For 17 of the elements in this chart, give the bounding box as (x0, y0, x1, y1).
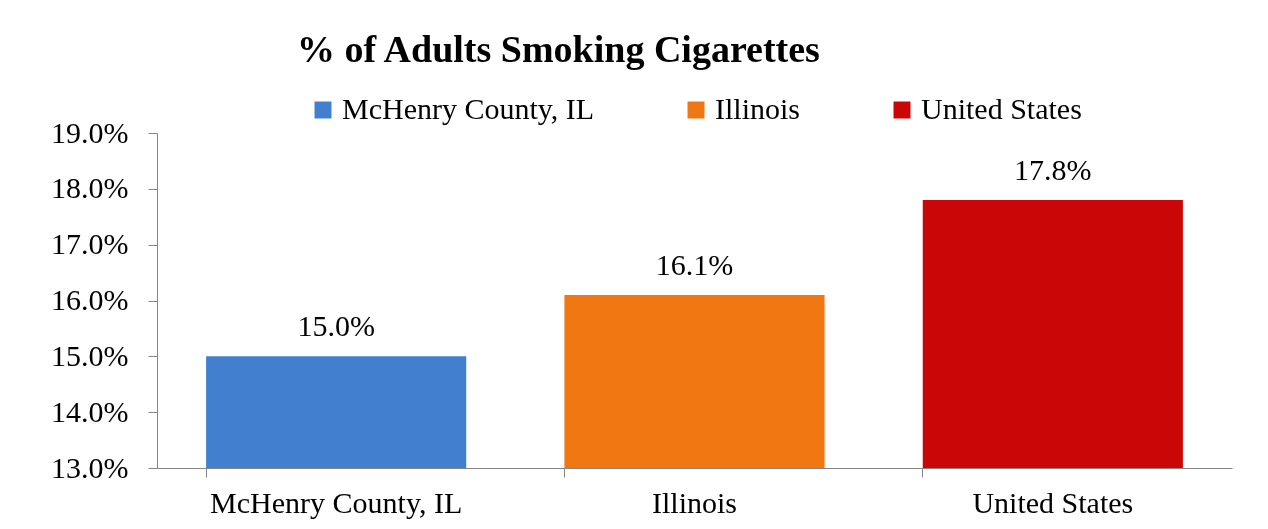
legend-label: McHenry County, IL (342, 92, 595, 125)
chart-title: % of Adults Smoking Cigarettes (297, 28, 820, 70)
legend-label: Illinois (715, 92, 801, 125)
x-tick-label: Illinois (651, 485, 738, 519)
y-tick-label: 19.0% (51, 115, 129, 149)
x-tick-label: United States (972, 485, 1134, 519)
x-tick-label: McHenry County, IL (210, 485, 463, 519)
data-label: 17.8% (1014, 153, 1092, 186)
y-tick-label: 15.0% (51, 338, 129, 372)
y-tick-label: 14.0% (51, 394, 129, 428)
y-tick-label: 16.0% (51, 283, 129, 316)
data-label: 16.1% (655, 247, 734, 281)
y-tick-label: 13.0% (51, 450, 129, 484)
y-tick-label: 18.0% (51, 171, 129, 205)
data-label: 15.0% (297, 309, 375, 343)
legend-label: United States (921, 92, 1082, 125)
y-tick-label: 17.0% (51, 227, 129, 261)
